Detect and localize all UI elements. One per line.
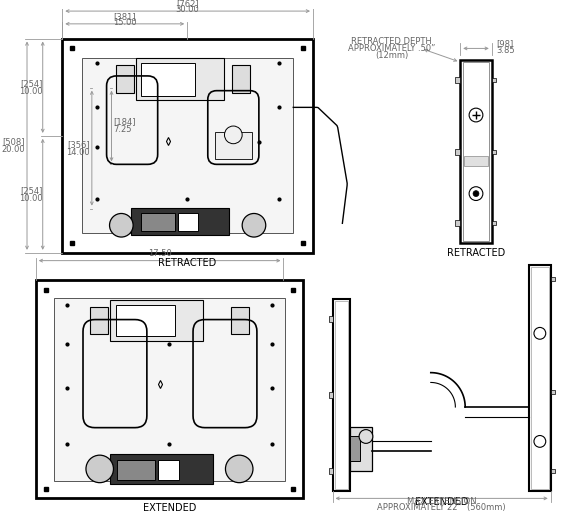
Circle shape xyxy=(242,214,266,237)
Text: 10.00: 10.00 xyxy=(19,194,43,203)
Bar xyxy=(455,77,461,83)
Text: EXTENDED: EXTENDED xyxy=(415,497,468,508)
Text: RETRACTED: RETRACTED xyxy=(447,248,505,258)
Text: 14.00: 14.00 xyxy=(66,148,90,157)
Bar xyxy=(117,65,134,93)
Bar xyxy=(110,300,203,341)
Circle shape xyxy=(534,436,546,447)
Bar xyxy=(36,280,303,498)
Text: 30.00: 30.00 xyxy=(176,5,200,14)
Bar xyxy=(464,157,488,166)
Bar xyxy=(231,307,249,334)
Bar xyxy=(335,301,348,489)
Circle shape xyxy=(86,455,114,483)
Bar xyxy=(82,58,293,233)
Circle shape xyxy=(534,328,546,339)
Bar xyxy=(350,436,360,461)
Circle shape xyxy=(359,430,373,444)
Bar xyxy=(329,468,332,474)
Circle shape xyxy=(226,455,253,483)
Text: 10.00: 10.00 xyxy=(19,87,43,96)
Bar xyxy=(455,220,461,226)
Text: [381]: [381] xyxy=(114,12,136,21)
Bar xyxy=(529,265,550,490)
Bar xyxy=(463,62,489,241)
Bar xyxy=(492,78,496,82)
Circle shape xyxy=(224,126,242,144)
Bar xyxy=(350,427,372,471)
Text: [762]: [762] xyxy=(176,0,199,8)
Bar xyxy=(492,150,496,153)
Bar xyxy=(550,277,554,281)
Bar xyxy=(233,65,250,93)
Bar xyxy=(110,454,213,484)
Bar xyxy=(531,267,549,489)
Bar xyxy=(136,58,224,99)
Text: (12mm): (12mm) xyxy=(375,51,408,60)
Bar xyxy=(455,149,461,154)
Text: [184]: [184] xyxy=(114,118,136,126)
Bar xyxy=(550,391,554,394)
Text: 15.00: 15.00 xyxy=(113,18,136,28)
Text: APPROXIMATELY .50”: APPROXIMATELY .50” xyxy=(348,44,435,53)
Circle shape xyxy=(110,214,133,237)
Bar xyxy=(329,392,332,398)
Text: APPROXIMATELY 22”  (560mm): APPROXIMATELY 22” (560mm) xyxy=(378,503,506,512)
Text: EXTENDED: EXTENDED xyxy=(143,503,196,513)
Bar xyxy=(90,307,107,334)
Bar xyxy=(329,316,332,321)
Bar xyxy=(63,38,313,253)
Circle shape xyxy=(469,187,483,201)
Bar xyxy=(141,63,195,96)
Circle shape xyxy=(469,108,483,122)
Text: 7.25: 7.25 xyxy=(114,125,132,135)
Text: MAX EXTENSION: MAX EXTENSION xyxy=(407,497,476,506)
Bar xyxy=(141,214,175,231)
Text: [254]: [254] xyxy=(20,186,42,195)
Text: [98]: [98] xyxy=(496,39,514,48)
Text: RETRACTED: RETRACTED xyxy=(158,257,216,268)
Text: [356]: [356] xyxy=(67,140,89,149)
Bar xyxy=(117,460,155,480)
Bar xyxy=(53,298,285,480)
Bar xyxy=(215,132,252,160)
Bar xyxy=(461,60,492,243)
Bar xyxy=(550,469,554,473)
Bar xyxy=(117,305,175,336)
Text: [508]: [508] xyxy=(2,137,24,146)
Bar xyxy=(492,222,496,225)
Bar xyxy=(332,299,350,490)
Bar xyxy=(158,460,179,480)
Circle shape xyxy=(473,191,479,197)
Bar xyxy=(178,214,198,231)
Text: 17.50: 17.50 xyxy=(148,249,172,258)
Text: 3.85: 3.85 xyxy=(496,46,515,55)
Text: RETRACTED DEPTH: RETRACTED DEPTH xyxy=(351,37,432,46)
Bar xyxy=(131,207,230,235)
Text: 20.00: 20.00 xyxy=(1,145,25,154)
Text: [254]: [254] xyxy=(20,79,42,88)
